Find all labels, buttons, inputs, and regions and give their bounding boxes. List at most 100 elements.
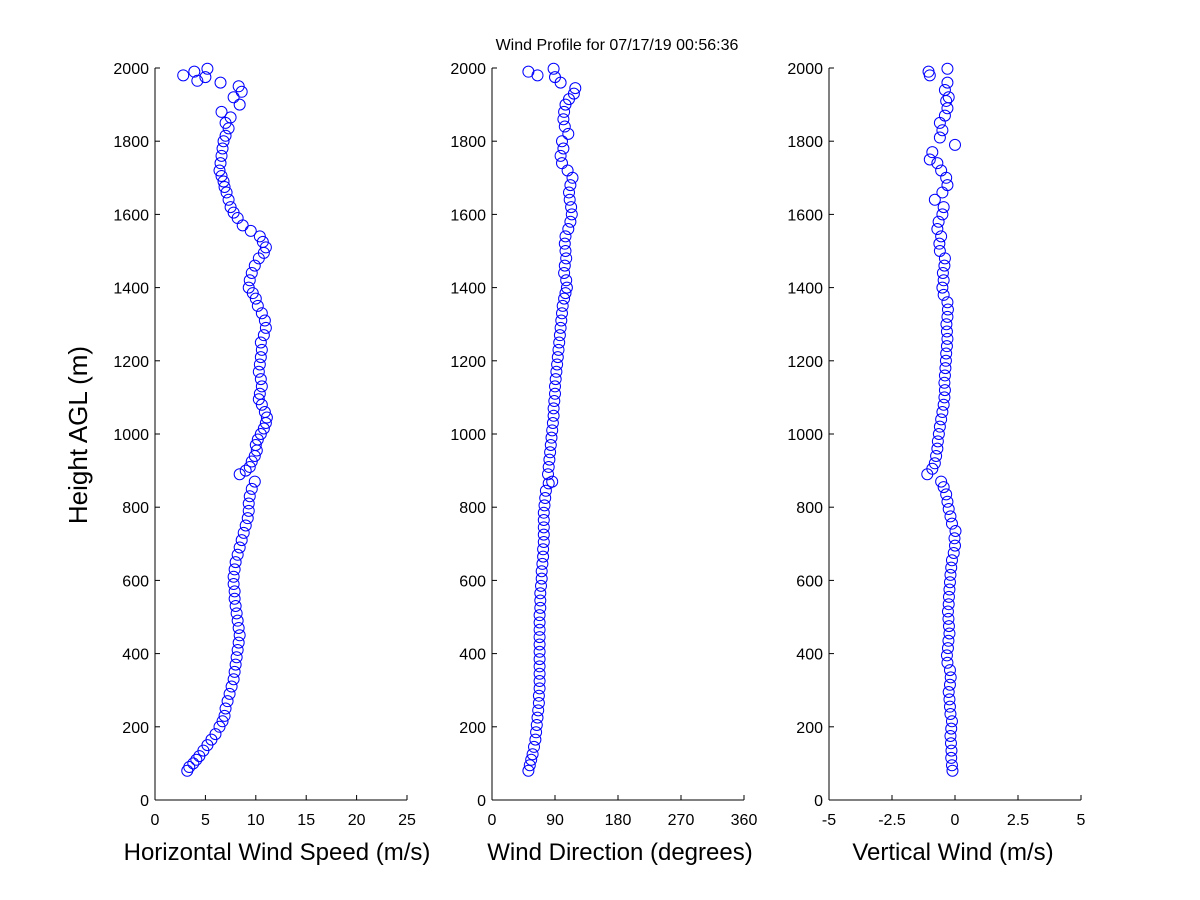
vertical-data-point <box>944 671 957 684</box>
speed-data-point <box>232 80 245 93</box>
speed-y-tick-label: 1400 <box>113 281 149 298</box>
speed-data-point <box>253 230 266 243</box>
speed-data-point <box>231 643 244 656</box>
speed-data-point <box>251 299 264 312</box>
vertical-data-point <box>931 435 944 448</box>
speed-data-point <box>245 266 258 279</box>
vertical-data-point <box>937 201 950 214</box>
direction-data-point <box>534 594 547 607</box>
direction-data-point <box>556 299 569 312</box>
speed-data-point <box>224 111 237 124</box>
direction-data-point <box>523 759 536 772</box>
speed-data-point <box>248 259 261 272</box>
vertical-data-point <box>931 223 944 236</box>
speed-data-point <box>254 428 267 440</box>
vertical-data-point <box>942 634 955 647</box>
direction-data-point <box>543 453 556 466</box>
direction-data-point <box>532 697 545 710</box>
direction-data-point <box>525 753 538 766</box>
vertical-y-tick-label: 1400 <box>787 281 823 298</box>
direction-x-tick-label: 0 <box>488 812 497 829</box>
vertical-data-point <box>941 642 954 655</box>
direction-data-point <box>538 499 551 512</box>
vertical-data-point <box>940 340 953 353</box>
vertical-data-point <box>933 131 946 144</box>
speed-data-point <box>216 715 229 728</box>
vertical-data-point <box>932 215 945 228</box>
vertical-data-point <box>945 554 958 567</box>
direction-data-point <box>533 682 546 695</box>
vertical-y-tick-label: 200 <box>796 720 823 737</box>
direction-data-point <box>547 409 560 422</box>
speed-y-tick-label: 1600 <box>113 207 149 224</box>
horizontal-wind-speed-panel: 0 200 400 600 800 1000 1200 1400 1600 1800 2000 0 5 1… <box>113 61 416 829</box>
speed-data-point <box>216 142 229 155</box>
direction-data-point <box>533 675 546 688</box>
vertical-data-point <box>944 510 957 523</box>
direction-data-point <box>550 365 563 378</box>
speed-data-point <box>228 585 241 598</box>
vertical-data-point <box>940 171 953 184</box>
direction-data-point <box>558 259 571 272</box>
speed-x-tick-label: 5 <box>201 812 210 829</box>
vertical-data-point <box>943 693 956 706</box>
speed-data-point <box>255 307 268 320</box>
speed-data-point <box>177 69 190 82</box>
vertical-data-point <box>941 179 954 192</box>
vertical-data-point <box>937 398 950 411</box>
vertical-data-point <box>936 208 949 221</box>
direction-y-tick-label: 800 <box>459 500 486 517</box>
vertical-data-point <box>943 627 956 640</box>
direction-data-point <box>565 201 578 214</box>
vertical-data-point <box>943 583 956 596</box>
direction-data-point <box>537 528 550 541</box>
speed-y-tick-label: 800 <box>122 500 149 517</box>
vertical-data-point <box>938 384 951 397</box>
speed-data-point <box>230 651 243 664</box>
speed-data-point <box>222 193 235 206</box>
direction-data-point <box>549 71 561 84</box>
direction-data-point <box>533 653 546 666</box>
speed-data-point <box>231 614 244 627</box>
vertical-data-point <box>931 442 944 455</box>
speed-data-point <box>213 164 226 177</box>
direction-data-point <box>558 237 571 250</box>
vertical-data-point <box>928 457 941 470</box>
speed-data-point <box>236 219 249 232</box>
speed-data-point <box>215 105 228 118</box>
vertical-data-point <box>945 561 958 574</box>
direction-data-point <box>558 292 571 305</box>
direction-y-tick-label: 1600 <box>450 207 486 224</box>
speed-data-point <box>219 702 232 715</box>
vertical-y-tick-label: 0 <box>814 793 823 810</box>
speed-data-point <box>188 65 201 78</box>
vertical-wind-axis-label: Vertical Wind (m/s) <box>852 839 1053 866</box>
vertical-data-point <box>938 109 951 122</box>
speed-data-point <box>190 753 203 766</box>
speed-data-point <box>209 728 222 741</box>
direction-data-point <box>556 157 568 170</box>
vertical-data-point <box>936 186 949 199</box>
vertical-y-tick-label: 2000 <box>787 61 823 78</box>
speed-data-point <box>258 314 271 327</box>
direction-data-point <box>542 468 554 481</box>
direction-data-point <box>563 193 576 206</box>
vertical-data-point <box>936 281 949 294</box>
vertical-data-point <box>943 664 956 677</box>
vertical-data-point <box>940 325 953 338</box>
horizontal-wind-speed-axis-label: Horizontal Wind Speed (m/s) <box>124 839 431 866</box>
vertical-data-point <box>941 102 954 115</box>
vertical-data-point <box>942 612 955 625</box>
speed-data-point <box>233 541 246 554</box>
speed-data-point <box>256 235 269 248</box>
direction-data-point <box>565 208 578 221</box>
speed-data-point <box>243 460 256 473</box>
vertical-data-point <box>947 546 960 559</box>
direction-data-point <box>552 343 565 356</box>
speed-data-point <box>227 91 240 104</box>
speed-data-point <box>225 680 238 693</box>
direction-y-tick-label: 0 <box>477 793 486 810</box>
speed-data-point <box>191 74 204 87</box>
direction-data-point <box>533 623 546 636</box>
